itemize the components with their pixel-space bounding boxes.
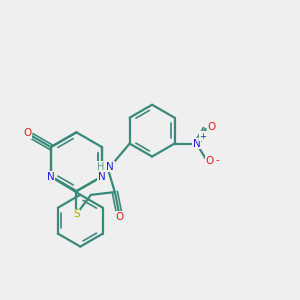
Text: S: S [73,209,80,219]
Text: N: N [98,172,106,182]
Text: O: O [208,122,216,131]
Text: O: O [23,128,31,138]
Text: N: N [106,162,114,172]
Text: N: N [47,172,55,182]
Text: H: H [97,162,104,172]
Text: -: - [216,155,220,165]
Text: N: N [193,139,200,148]
Text: O: O [206,156,214,166]
Text: O: O [116,212,124,222]
Text: +: + [200,132,206,141]
